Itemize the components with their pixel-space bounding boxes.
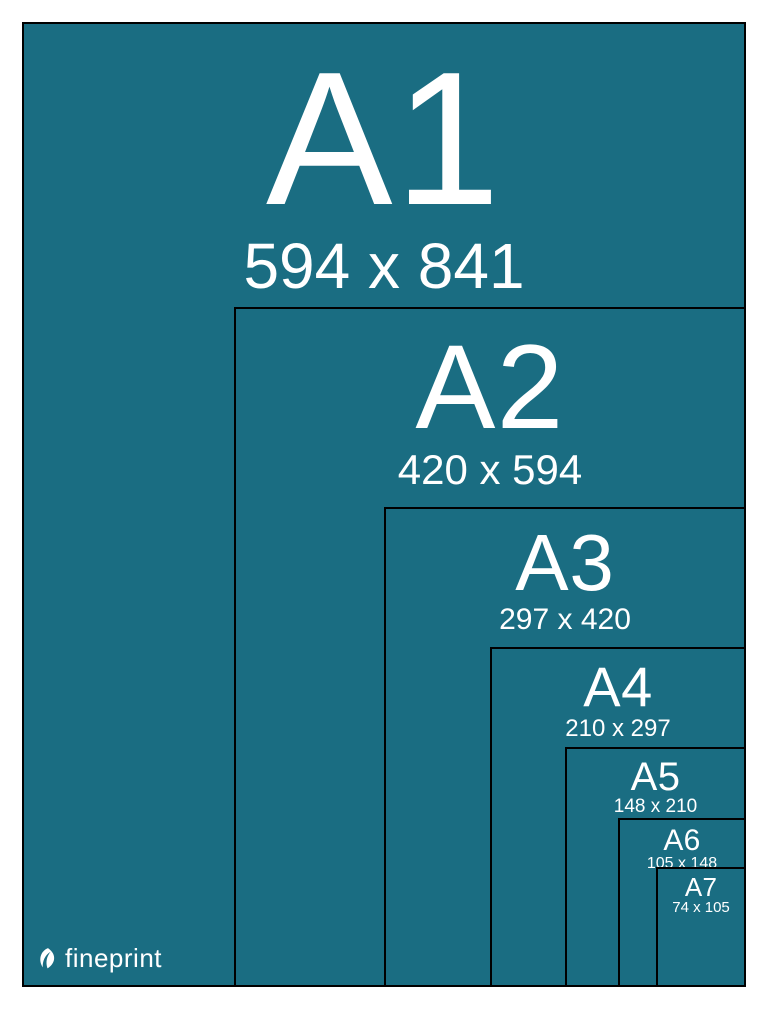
brand-text: fineprint [65, 943, 162, 974]
sheet-a4-dims: 210 x 297 [565, 717, 670, 741]
sheet-a1-dims: 594 x 841 [243, 234, 524, 298]
sheet-a4-name: A4 [583, 659, 653, 715]
sheet-a5-name: A5 [631, 757, 681, 797]
sheet-a7: A7 74 x 105 [656, 867, 746, 987]
sheet-a6-name: A6 [663, 826, 700, 856]
sheet-a3-dims: 297 x 420 [499, 605, 631, 635]
sheet-a1-name: A1 [266, 44, 502, 234]
paper-size-diagram: A1 594 x 841 A2 420 x 594 A3 297 x 420 A… [0, 0, 768, 1009]
brand: fineprint [35, 943, 162, 974]
leaf-icon [35, 946, 61, 972]
sheet-a2-dims: 420 x 594 [398, 449, 583, 491]
sheet-a7-name: A7 [685, 874, 717, 900]
sheet-a2-name: A2 [415, 327, 564, 447]
sheet-a5-dims: 148 x 210 [614, 797, 697, 816]
sheet-a3-name: A3 [515, 523, 614, 603]
sheet-a7-dims: 74 x 105 [672, 900, 730, 915]
